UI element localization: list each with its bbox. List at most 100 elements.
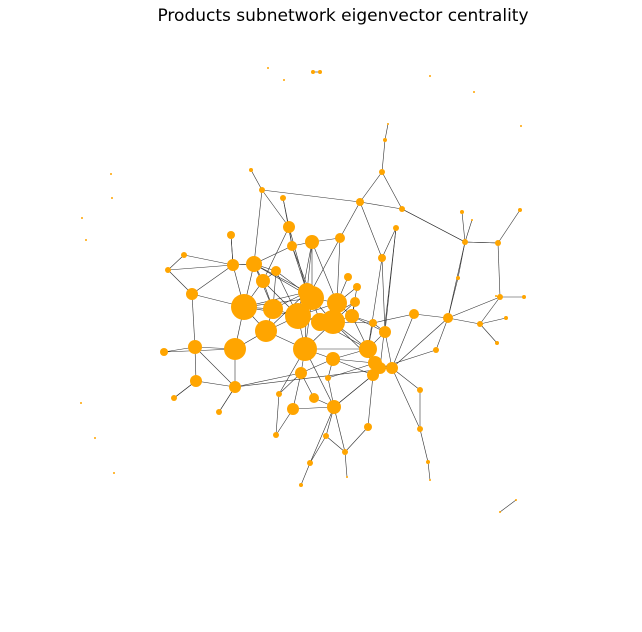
network-node	[497, 294, 503, 300]
network-node	[327, 293, 347, 313]
network-node	[495, 240, 501, 246]
network-node	[359, 340, 377, 358]
network-edge	[464, 219, 473, 243]
network-edge	[167, 264, 234, 271]
network-node	[387, 123, 389, 125]
network-edge	[419, 428, 429, 463]
network-edge	[367, 257, 383, 350]
network-edge	[381, 257, 386, 333]
node-layer	[80, 67, 526, 513]
network-node	[504, 316, 508, 320]
network-node	[520, 125, 522, 127]
network-node	[417, 387, 423, 393]
network-edge	[191, 293, 196, 348]
network-node	[287, 403, 299, 415]
network-edge	[262, 226, 290, 282]
network-edge	[344, 451, 348, 478]
network-edge	[497, 242, 501, 298]
network-node	[224, 338, 246, 360]
network-node	[113, 472, 115, 474]
network-node	[110, 173, 112, 175]
network-edge	[413, 313, 449, 319]
network-node	[399, 206, 405, 212]
network-edge	[253, 263, 308, 293]
chart-title: Products subnetwork eigenvector centrali…	[157, 6, 528, 26]
network-node	[518, 208, 522, 212]
network-edge	[479, 296, 501, 325]
network-node	[299, 483, 303, 487]
network-edge	[250, 169, 263, 191]
network-edge	[447, 241, 466, 319]
network-edge	[332, 358, 374, 376]
network-node	[188, 340, 202, 354]
network-node	[346, 476, 348, 478]
network-node	[318, 70, 322, 74]
network-edge	[381, 227, 397, 259]
network-node	[429, 75, 431, 77]
network-node	[353, 283, 361, 291]
network-node	[471, 219, 473, 221]
network-node	[249, 168, 253, 172]
network-node	[367, 369, 379, 381]
network-node	[356, 198, 364, 206]
network-node	[460, 210, 464, 214]
network-node	[311, 70, 315, 74]
network-node	[495, 295, 497, 297]
network-node	[393, 225, 399, 231]
network-edge	[234, 367, 393, 388]
network-edge	[311, 241, 338, 304]
network-edge	[447, 296, 501, 319]
network-node	[227, 231, 235, 239]
network-node	[171, 395, 177, 401]
network-node	[263, 299, 283, 319]
network-node	[273, 432, 279, 438]
network-node	[409, 309, 419, 319]
network-edge	[191, 264, 234, 295]
network-edge	[464, 241, 499, 244]
network-node	[190, 375, 202, 387]
network-node	[383, 138, 387, 142]
network-edge	[333, 374, 374, 408]
network-node	[335, 233, 345, 243]
network-node	[276, 391, 282, 397]
network-node	[287, 241, 297, 251]
network-node	[462, 239, 468, 245]
network-edge	[167, 254, 185, 271]
network-edge	[325, 435, 346, 453]
network-node	[386, 362, 398, 374]
network-edge	[457, 241, 466, 279]
network-edge	[359, 171, 383, 203]
network-edge	[194, 346, 236, 388]
network-node	[417, 426, 423, 432]
network-node	[267, 67, 269, 69]
network-node	[364, 423, 372, 431]
network-edge	[288, 226, 308, 293]
network-edge	[327, 362, 376, 379]
network-node	[326, 352, 340, 366]
network-node	[280, 195, 286, 201]
network-node	[342, 449, 348, 455]
network-node	[80, 402, 82, 404]
network-edge	[461, 211, 466, 243]
network-edge	[261, 189, 290, 228]
network-edge	[479, 323, 498, 344]
network-edge	[384, 123, 389, 141]
network-node	[81, 217, 83, 219]
network-node	[477, 321, 483, 327]
network-node	[293, 337, 317, 361]
network-node	[305, 235, 319, 249]
network-node	[85, 239, 87, 241]
network-node	[165, 267, 171, 273]
network-node	[378, 254, 386, 262]
network-node	[271, 266, 281, 276]
network-edge	[309, 435, 327, 464]
network-edge	[275, 393, 280, 436]
network-edge	[359, 201, 383, 259]
network-edge	[183, 254, 234, 266]
network-edge	[332, 358, 376, 364]
network-node	[309, 393, 319, 403]
network-node	[443, 313, 453, 323]
network-node	[246, 256, 262, 272]
network-edge	[344, 426, 369, 453]
